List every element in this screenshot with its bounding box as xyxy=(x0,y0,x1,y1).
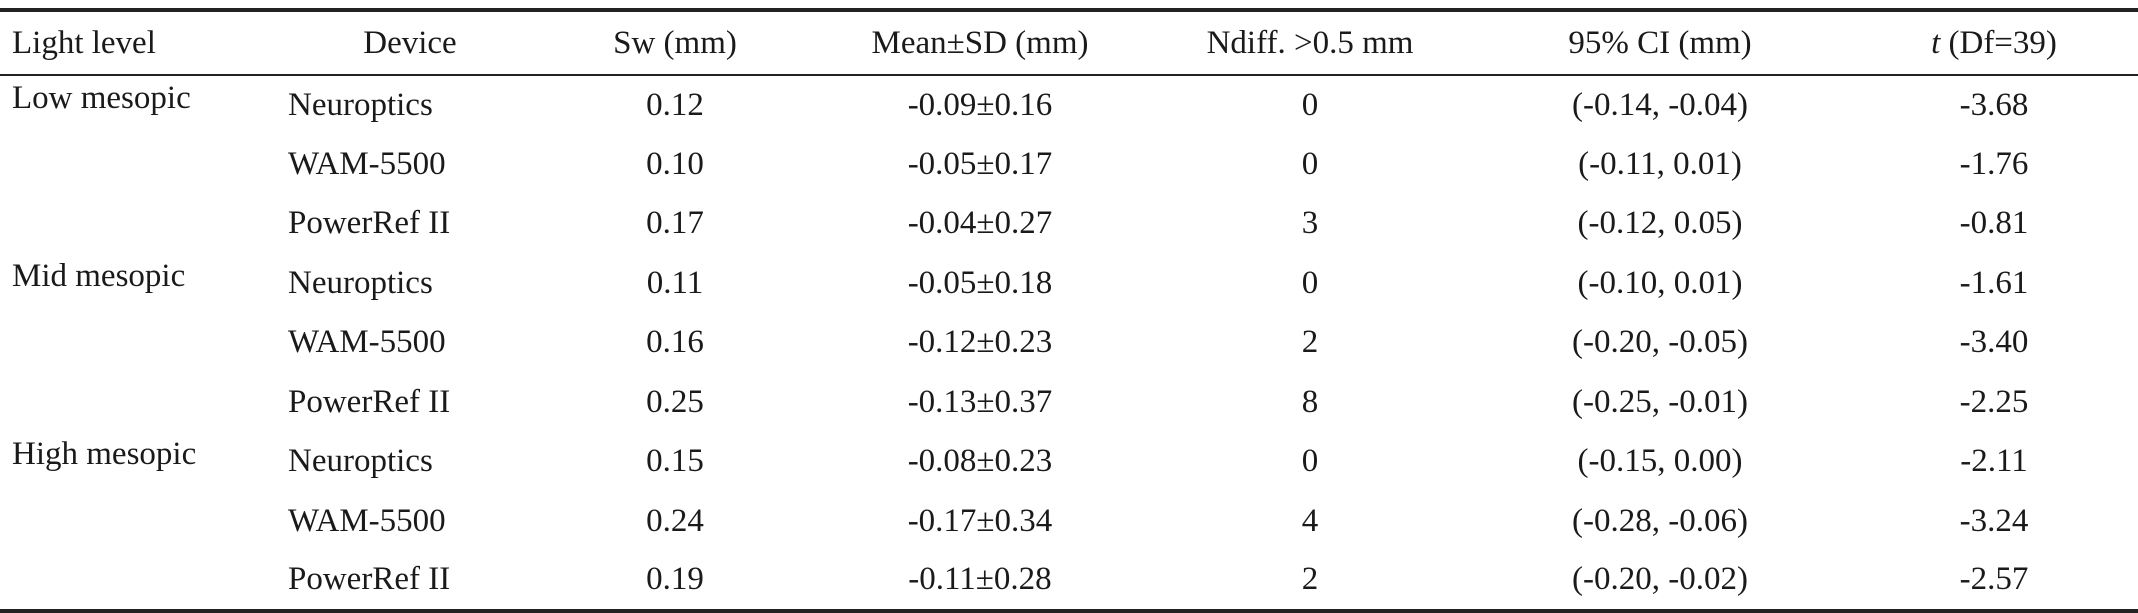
table-row: PowerRef II 0.17 -0.04±0.27 3 (-0.12, 0.05) -… xyxy=(0,194,2138,254)
cell-sw: 0.12 xyxy=(646,86,704,123)
cell-ci: (-0.20, -0.05) xyxy=(1572,324,1748,361)
table-row: Low mesopic Neuroptics 0.12 -0.09±0.16 0 (-0.… xyxy=(0,75,2138,135)
header-ci: 95% CI (mm) xyxy=(1568,24,1752,61)
cell-t: -2.57 xyxy=(1959,561,2029,598)
cell-ci: (-0.20, -0.02) xyxy=(1572,561,1748,598)
header-t-df: (Df=39) xyxy=(1940,24,2057,61)
cell-mean-sd: -0.05±0.17 xyxy=(907,145,1053,182)
results-table: Light level Device Sw (mm) Mean±SD (mm) … xyxy=(0,8,2138,613)
cell-ndiff: 3 xyxy=(1301,205,1319,242)
cell-sw: 0.24 xyxy=(646,502,704,539)
cell-ndiff: 0 xyxy=(1301,264,1319,301)
cell-device: WAM-5500 xyxy=(288,324,446,361)
table-row: PowerRef II 0.19 -0.11±0.28 2 (-0.20, -0.02)… xyxy=(0,551,2138,611)
cell-t: -2.25 xyxy=(1959,383,2029,420)
table-row: WAM-5500 0.16 -0.12±0.23 2 (-0.20, -0.05) -3.… xyxy=(0,313,2138,373)
cell-ndiff: 2 xyxy=(1301,324,1319,361)
cell-mean-sd: -0.12±0.23 xyxy=(907,324,1053,361)
cell-ci: (-0.25, -0.01) xyxy=(1572,383,1748,420)
cell-device: Neuroptics xyxy=(288,264,433,301)
cell-mean-sd: -0.09±0.16 xyxy=(907,86,1053,123)
cell-sw: 0.25 xyxy=(646,383,704,420)
cell-ci: (-0.10, 0.01) xyxy=(1577,264,1743,301)
cell-t: -2.11 xyxy=(1960,443,2028,480)
header-t-symbol: t xyxy=(1931,24,1941,61)
cell-device: PowerRef II xyxy=(288,383,451,420)
cell-ci: (-0.14, -0.04) xyxy=(1572,86,1748,123)
cell-ci: (-0.12, 0.05) xyxy=(1577,205,1743,242)
cell-ndiff: 2 xyxy=(1301,561,1319,598)
cell-ndiff: 0 xyxy=(1301,86,1319,123)
cell-device: WAM-5500 xyxy=(288,502,446,539)
cell-device: WAM-5500 xyxy=(288,145,446,182)
cell-mean-sd: -0.11±0.28 xyxy=(908,561,1052,598)
table-row: High mesopic Neuroptics 0.15 -0.08±0.23 0 (-0… xyxy=(0,432,2138,492)
light-level-cell: Low mesopic xyxy=(12,80,191,116)
cell-t: -0.81 xyxy=(1959,205,2029,242)
cell-t: -1.61 xyxy=(1959,264,2029,301)
table-row: WAM-5500 0.10 -0.05±0.17 0 (-0.11, 0.01) -1.7… xyxy=(0,135,2138,195)
cell-mean-sd: -0.08±0.23 xyxy=(907,443,1053,480)
header-light-level: Light level xyxy=(12,24,156,61)
cell-ci: (-0.11, 0.01) xyxy=(1578,145,1742,182)
cell-ndiff: 8 xyxy=(1301,383,1319,420)
cell-t: -3.24 xyxy=(1959,502,2029,539)
cell-t: -3.40 xyxy=(1959,324,2029,361)
cell-mean-sd: -0.17±0.34 xyxy=(907,502,1053,539)
results-table-container: Light level Device Sw (mm) Mean±SD (mm) … xyxy=(0,8,2138,613)
cell-mean-sd: -0.13±0.37 xyxy=(907,383,1053,420)
cell-sw: 0.19 xyxy=(646,561,704,598)
cell-sw: 0.17 xyxy=(646,205,704,242)
cell-ndiff: 0 xyxy=(1301,443,1319,480)
header-mean-sd: Mean±SD (mm) xyxy=(871,24,1089,61)
cell-mean-sd: -0.04±0.27 xyxy=(907,205,1053,242)
cell-device: PowerRef II xyxy=(288,205,451,242)
light-level-cell: High mesopic xyxy=(12,436,197,472)
cell-ci: (-0.28, -0.06) xyxy=(1572,502,1748,539)
header-ndiff: Ndiff. >0.5 mm xyxy=(1206,24,1414,61)
cell-ndiff: 0 xyxy=(1301,145,1319,182)
light-level-cell: Mid mesopic xyxy=(12,257,186,294)
cell-device: Neuroptics xyxy=(288,86,433,123)
cell-device: PowerRef II xyxy=(288,561,451,598)
cell-sw: 0.11 xyxy=(646,264,704,301)
cell-ndiff: 4 xyxy=(1301,502,1319,539)
table-body: Low mesopic Neuroptics 0.12 -0.09±0.16 0 (-0.… xyxy=(0,75,2138,611)
table-row: PowerRef II 0.25 -0.13±0.37 8 (-0.25, -0.01)… xyxy=(0,373,2138,433)
header-t: t (Df=39) xyxy=(1850,10,2138,75)
header-device: Device xyxy=(363,24,457,61)
cell-t: -1.76 xyxy=(1959,145,2029,182)
cell-sw: 0.10 xyxy=(646,145,704,182)
cell-sw: 0.15 xyxy=(646,443,704,480)
header-row: Light level Device Sw (mm) Mean±SD (mm) … xyxy=(0,10,2138,75)
cell-mean-sd: -0.05±0.18 xyxy=(907,264,1053,301)
cell-ci: (-0.15, 0.00) xyxy=(1577,443,1743,480)
cell-device: Neuroptics xyxy=(288,443,433,480)
cell-sw: 0.16 xyxy=(646,324,704,361)
header-sw: Sw (mm) xyxy=(613,24,737,61)
cell-t: -3.68 xyxy=(1959,86,2029,123)
table-row: Mid mesopic Neuroptics 0.11 -0.05±0.18 0 (-0.… xyxy=(0,254,2138,314)
table-row: WAM-5500 0.24 -0.17±0.34 4 (-0.28, -0.06) -3.… xyxy=(0,492,2138,552)
